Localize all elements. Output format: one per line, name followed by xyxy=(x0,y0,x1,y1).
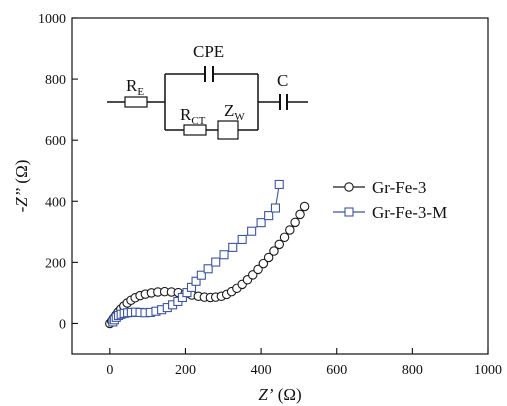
data-point xyxy=(269,246,279,256)
warburg-element xyxy=(217,120,239,140)
circuit-labels: RE CPE RCT ZW C xyxy=(126,42,288,127)
legend-label-gr-fe-3: Gr-Fe-3 xyxy=(372,178,426,197)
data-point xyxy=(270,203,281,213)
y-tick-label: 200 xyxy=(45,256,66,271)
x-axis-ticks: 0 200 400 600 800 1000 xyxy=(106,348,502,378)
x-tick-label: 1000 xyxy=(474,363,502,378)
data-point xyxy=(274,179,284,190)
data-point xyxy=(237,234,247,245)
data-point xyxy=(211,257,221,267)
data-point xyxy=(279,232,290,243)
plot-frame xyxy=(71,17,489,355)
data-point xyxy=(263,252,274,263)
label-c: C xyxy=(277,71,288,90)
data-point xyxy=(219,250,229,260)
data-point xyxy=(228,242,238,252)
legend-marker-square xyxy=(344,207,354,217)
x-tick-label: 600 xyxy=(326,363,347,378)
legend: Gr-Fe-3 Gr-Fe-3-M xyxy=(333,178,447,222)
data-point xyxy=(299,201,310,212)
legend-item-gr-fe-3: Gr-Fe-3 xyxy=(333,178,426,197)
x-tick-label: 0 xyxy=(106,363,113,378)
x-tick-label: 800 xyxy=(402,363,423,378)
x-axis-title: Z’ (Ω) xyxy=(258,385,301,404)
label-re: RE xyxy=(126,76,144,98)
data-point xyxy=(256,218,266,228)
y-tick-label: 0 xyxy=(59,317,66,332)
data-point xyxy=(295,209,305,220)
y-axis-title: -Z’’ (Ω) xyxy=(12,160,31,213)
y-tick-label: 600 xyxy=(45,134,66,149)
data-point xyxy=(285,225,295,235)
data-point xyxy=(253,264,263,275)
legend-marker-circle xyxy=(344,182,354,192)
equivalent-circuit xyxy=(107,66,308,140)
y-tick-label: 1000 xyxy=(38,12,66,27)
resistor-re xyxy=(124,96,148,108)
label-zw: ZW xyxy=(224,101,245,123)
y-tick-label: 400 xyxy=(45,195,66,210)
label-rct: RCT xyxy=(180,105,206,127)
legend-label-gr-fe-3-m: Gr-Fe-3-M xyxy=(372,203,447,222)
data-point xyxy=(264,211,274,221)
label-cpe: CPE xyxy=(193,42,224,61)
legend-item-gr-fe-3-m: Gr-Fe-3-M xyxy=(333,203,447,222)
y-tick-label: 800 xyxy=(45,73,66,88)
series-gr-fe-3-m xyxy=(108,179,284,327)
x-tick-label: 200 xyxy=(175,363,196,378)
y-axis-ticks: 0 200 400 600 800 1000 xyxy=(38,12,78,332)
data-point xyxy=(258,258,269,269)
series-layer xyxy=(105,179,310,329)
data-point xyxy=(247,226,257,236)
data-point xyxy=(290,217,300,228)
data-point xyxy=(274,239,284,250)
data-point xyxy=(203,264,213,274)
data-point xyxy=(196,270,206,280)
x-tick-label: 400 xyxy=(251,363,272,378)
data-point xyxy=(191,276,201,286)
